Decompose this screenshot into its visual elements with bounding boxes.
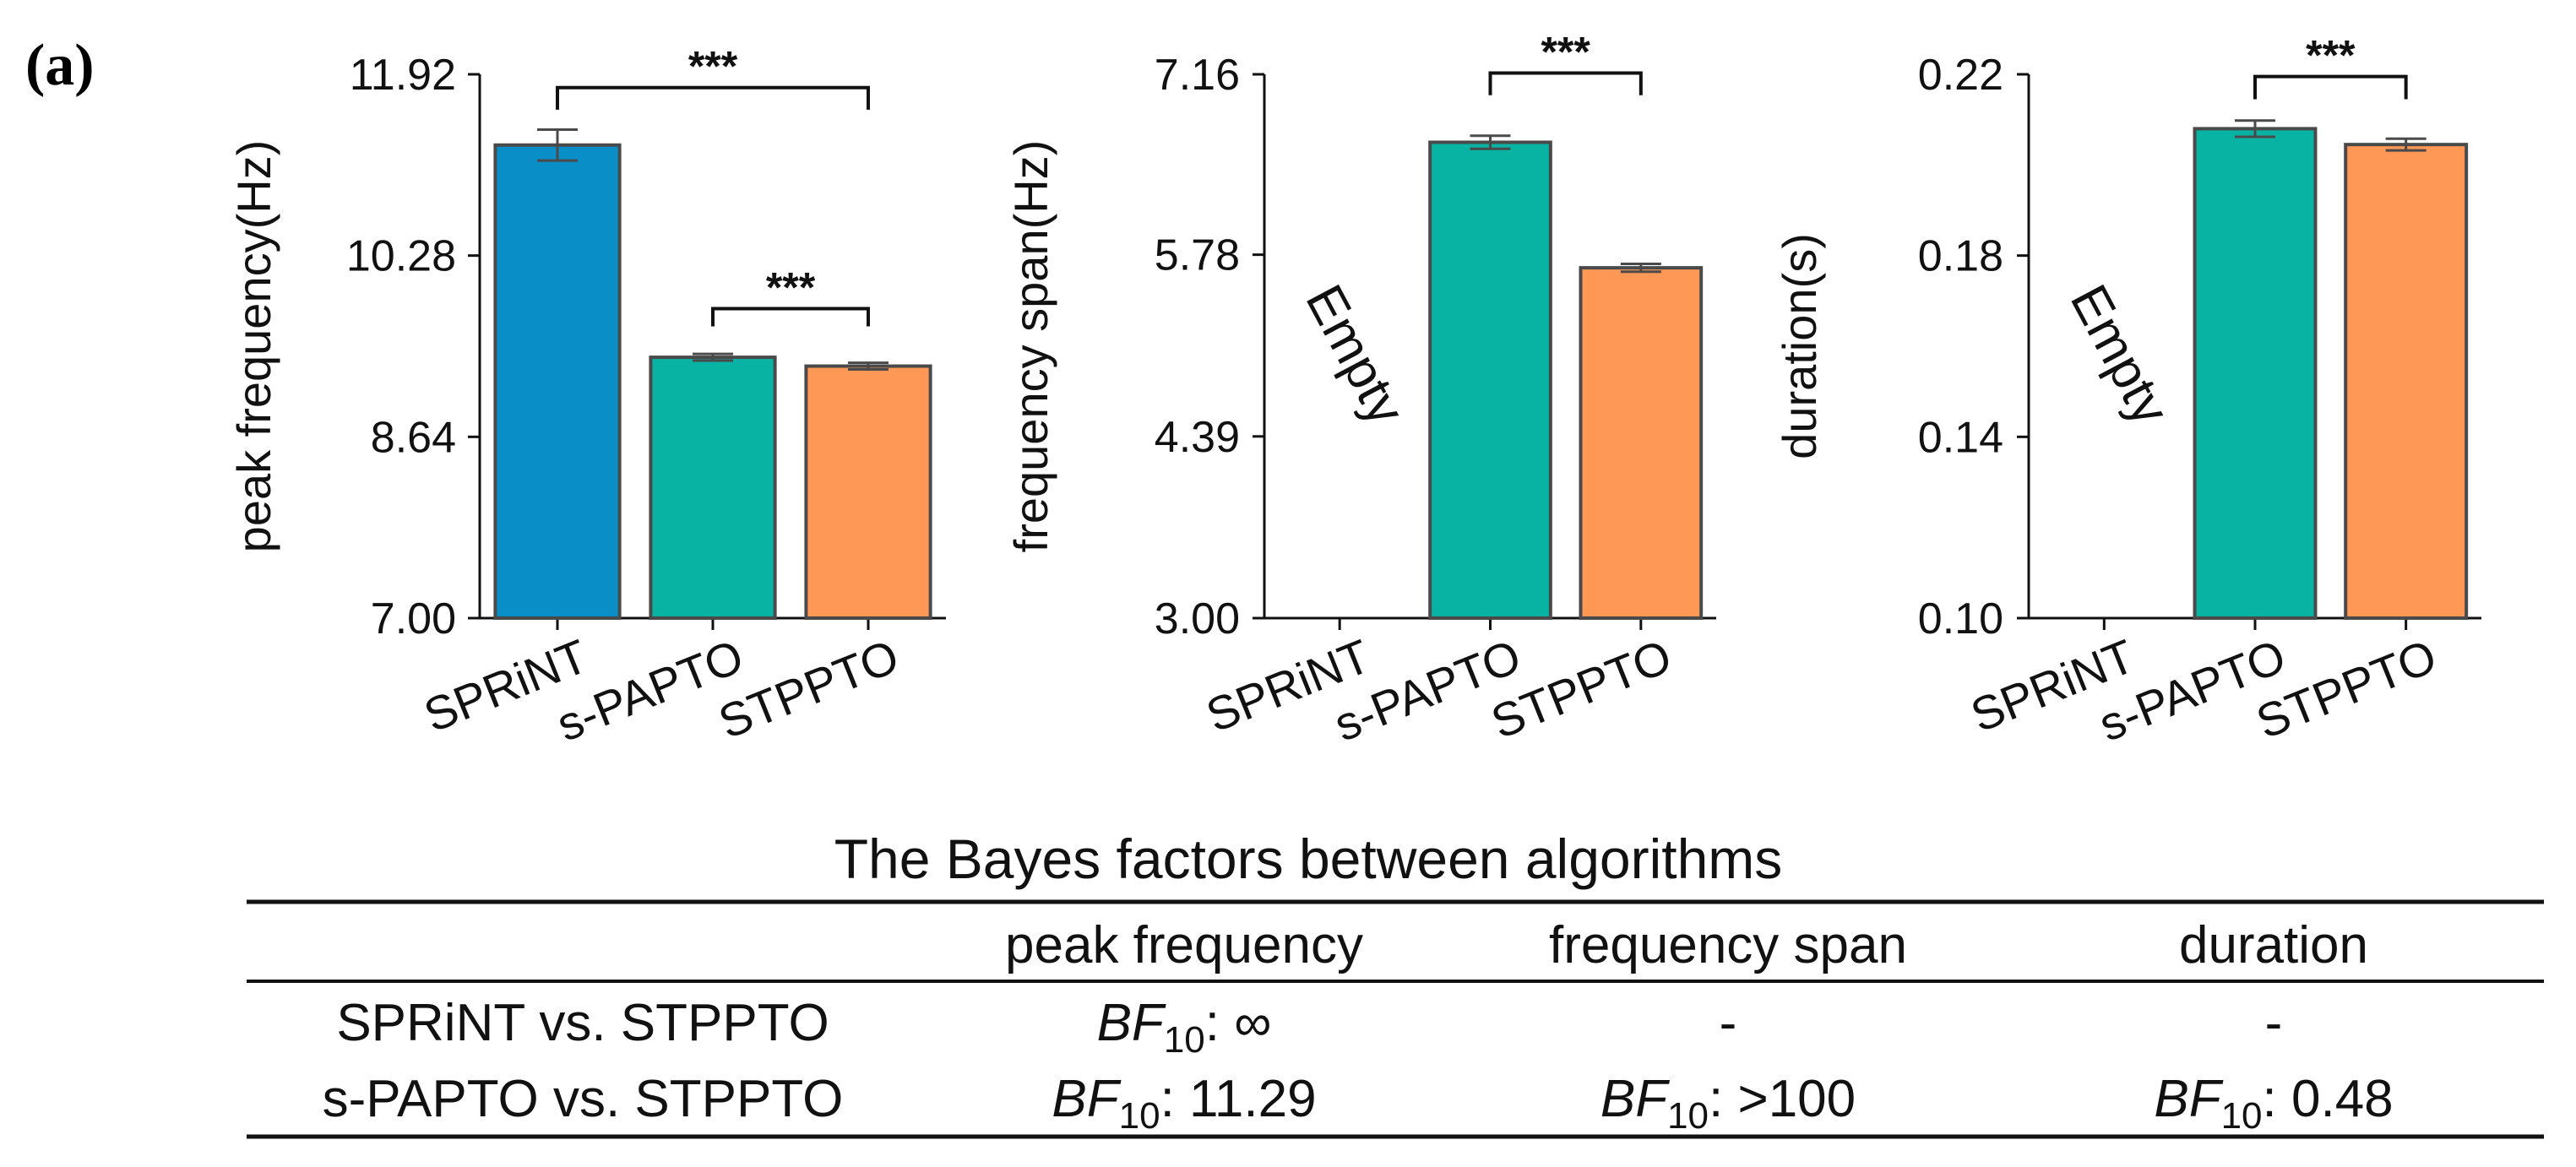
y-tick-label: 3.00 [1155,594,1240,643]
table-row-label: SPRiNT vs. STPPTO [336,994,829,1052]
y-tick-label: 0.18 [1918,232,2003,281]
y-tick-label: 0.10 [1918,594,2003,643]
significance-bracket [2253,74,2408,100]
y-tick-label: 11.92 [350,51,456,100]
table-row-label: s-PAPTO vs. STPPTO [323,1070,844,1128]
y-tick-label: 5.78 [1155,231,1240,280]
table-cell: BF10: 0.48 [2154,1070,2393,1137]
significance-label: *** [1541,28,1590,75]
bf-symbol: BF [1600,1070,1670,1128]
significance-label: *** [2306,32,2356,79]
bf-value: : >100 [1709,1070,1856,1128]
bayes-table: The Bayes factors between algorithms peak… [247,828,2544,1139]
y-axis-label: peak frequency(Hz) [227,140,280,553]
bf-subscript: 10 [1164,1019,1205,1061]
bf-value: : ∞ [1205,994,1272,1052]
bar-s-papto [2193,127,2318,620]
bf-subscript: 10 [1119,1095,1160,1137]
significance-label: *** [688,43,738,90]
table-title: The Bayes factors between algorithms [834,828,1783,890]
bf-value: : 11.29 [1160,1070,1317,1128]
table-cell: BF10: 11.29 [1052,1070,1316,1137]
table-cell: - [1720,994,1737,1052]
significance-label: *** [766,263,816,311]
y-tick-label: 7.00 [371,594,456,643]
table-header-cell: duration [2179,916,2368,974]
y-tick-label: 4.39 [1155,413,1240,462]
y-tick-label: 7.16 [1155,51,1240,100]
bf-symbol: BF [1097,994,1166,1052]
bar-stppto [1579,266,1704,620]
table-header-cell: peak frequency [1005,916,1363,974]
panel-label: (a) [25,33,95,98]
table-cell: BF10: >100 [1600,1070,1856,1137]
table-header-cell: frequency span [1549,916,1907,974]
bf-symbol: BF [2154,1070,2223,1128]
y-tick-label: 0.14 [1918,413,2003,462]
bf-value: : 0.48 [2263,1070,2394,1128]
y-tick-label: 8.64 [371,413,456,462]
bar-sprint [493,143,622,621]
y-tick-label: 0.22 [1918,51,2003,100]
bar-stppto [2344,143,2469,620]
bar-s-papto [649,356,777,620]
significance-bracket [711,307,870,327]
bf-subscript: 10 [1667,1095,1709,1137]
y-tick-label: 10.28 [346,232,456,281]
bf-symbol: BF [1052,1070,1121,1128]
bf-subscript: 10 [2221,1095,2263,1137]
significance-bracket [1488,71,1643,95]
y-axis-label: frequency span(Hz) [1004,140,1057,553]
x-category-label: STPPTO [711,629,905,749]
bar-stppto [804,364,932,620]
chart-panel-3: 0.100.140.180.22duration(s)SPRiNTs-PAPTO… [1773,32,2481,752]
empty-label: Empty [2059,276,2180,435]
significance-bracket [556,85,870,110]
table-cell: - [2265,994,2283,1052]
bar-s-papto [1428,140,1552,620]
empty-label: Empty [1295,276,1416,435]
table-cell: BF10: ∞ [1097,994,1272,1061]
y-axis-label: duration(s) [1773,233,1826,459]
